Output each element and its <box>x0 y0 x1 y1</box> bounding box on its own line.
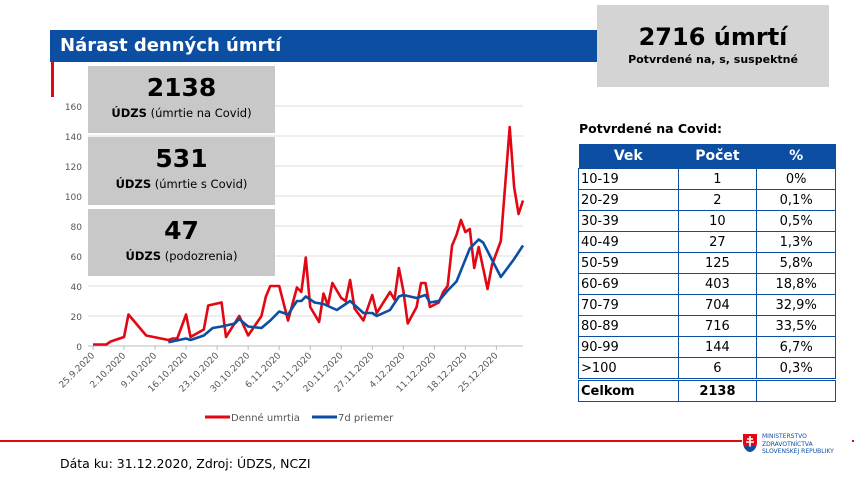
count-cell: 125 <box>677 252 758 274</box>
table-row: 70-79 704 32,9% <box>578 294 836 316</box>
total-row: Celkom 2138 <box>578 378 836 402</box>
y-tick-label: 140 <box>65 133 82 143</box>
table-row: >100 6 0,3% <box>578 357 836 380</box>
age-cell: 80-89 <box>578 315 679 337</box>
accent-mark <box>51 62 54 97</box>
percent-cell: 18,8% <box>756 273 836 295</box>
total-deaths-box: 2716 úmrtí Potvrdené na, s, suspektné <box>597 5 829 87</box>
count-cell: 27 <box>677 231 758 253</box>
table-row: 80-89 716 33,5% <box>578 315 836 337</box>
y-tick-label: 40 <box>71 283 83 293</box>
percent-cell: 1,3% <box>756 231 836 253</box>
logo-line: MINISTERSTVO <box>762 433 807 440</box>
stat-label-bold: ÚDZS <box>115 177 152 191</box>
footer-source: Dáta ku: 31.12.2020, Zdroj: ÚDZS, NCZI <box>60 456 311 471</box>
logo-line: SLOVENSKEJ REPUBLIKY <box>762 448 834 455</box>
count-cell: 2 <box>677 189 758 211</box>
total-label: Potvrdené na, s, suspektné <box>628 53 798 66</box>
table-title: Potvrdené na Covid: <box>579 121 723 136</box>
age-cell: 50-59 <box>578 252 679 274</box>
col-header: Vek <box>578 144 679 169</box>
stat-value: 2138 <box>146 73 217 102</box>
stat-label-bold: ÚDZS <box>111 106 147 120</box>
series-line-avg7d <box>168 238 525 344</box>
y-tick-label: 80 <box>71 223 83 233</box>
page-title: Nárast denných úmrtí <box>60 35 282 56</box>
table-row: 50-59 125 5,8% <box>578 252 836 274</box>
age-cell: >100 <box>578 357 679 380</box>
total-cell <box>756 378 836 402</box>
table-row: 40-49 27 1,3% <box>578 231 836 253</box>
col-header: % <box>756 144 836 169</box>
legend-label: Denné umrtia <box>231 412 300 424</box>
stat-box-with-covid: 531 ÚDZS (úmrtie s Covid) <box>88 137 275 205</box>
total-cell: 2138 <box>677 378 758 402</box>
table-row: 60-69 403 18,8% <box>578 273 836 295</box>
table-row: 30-39 10 0,5% <box>578 210 836 232</box>
y-tick-label: 0 <box>76 343 82 353</box>
coat-of-arms-icon <box>743 434 757 452</box>
count-cell: 10 <box>677 210 758 232</box>
stat-label: (podozrenia) <box>161 249 238 263</box>
age-cell: 60-69 <box>578 273 679 295</box>
legend-label: 7d priemer <box>338 413 394 424</box>
age-cell: 20-29 <box>578 189 679 211</box>
stat-label-bold: ÚDZS <box>125 249 162 263</box>
count-cell: 6 <box>677 357 758 380</box>
stat-box-suspected: 47 ÚDZS (podozrenia) <box>88 209 275 276</box>
table-row: 20-29 2 0,1% <box>578 189 836 211</box>
count-cell: 716 <box>677 315 758 337</box>
y-tick-label: 100 <box>65 193 82 203</box>
stat-box-on-covid: 2138 ÚDZS (úmrtie na Covid) <box>88 66 275 133</box>
table-row: 90-99 144 6,7% <box>578 336 836 358</box>
stat-value: 531 <box>155 144 208 173</box>
percent-cell: 0,3% <box>756 357 836 380</box>
col-header: Počet <box>678 144 757 169</box>
y-tick-label: 120 <box>65 163 82 173</box>
percent-cell: 32,9% <box>756 294 836 316</box>
y-tick-label: 60 <box>71 253 83 263</box>
logo-line: ZDRAVOTNÍCTVA <box>762 440 813 448</box>
age-cell: 90-99 <box>578 336 679 358</box>
stat-label: (úmrtie s Covid) <box>151 177 248 191</box>
y-tick-label: 20 <box>71 313 83 323</box>
count-cell: 144 <box>677 336 758 358</box>
count-cell: 704 <box>677 294 758 316</box>
stat-label: (úmrtie na Covid) <box>146 106 252 120</box>
age-cell: 30-39 <box>578 210 679 232</box>
percent-cell: 0,1% <box>756 189 836 211</box>
ministry-logo: MINISTERSTVO ZDRAVOTNÍCTVA SLOVENSKEJ REPU… <box>742 431 852 461</box>
title-bar: Nárast denných úmrtí <box>50 30 600 62</box>
age-cell: 70-79 <box>578 294 679 316</box>
percent-cell: 5,8% <box>756 252 836 274</box>
stat-value: 47 <box>164 216 199 245</box>
percent-cell: 6,7% <box>756 336 836 358</box>
percent-cell: 0% <box>756 168 836 190</box>
y-tick-label: 160 <box>65 103 82 113</box>
count-cell: 1 <box>677 168 758 190</box>
percent-cell: 0,5% <box>756 210 836 232</box>
age-cell: 40-49 <box>578 231 679 253</box>
age-cell: 10-19 <box>578 168 679 190</box>
total-value: 2716 úmrtí <box>638 23 788 51</box>
table-row: 10-19 1 0% <box>578 168 836 190</box>
percent-cell: 33,5% <box>756 315 836 337</box>
total-cell: Celkom <box>578 378 679 402</box>
age-table: Vek Počet % 10-19 1 0% 20-29 2 0,1% 30-39 10 0,5… <box>578 144 836 402</box>
series-line-daily <box>93 125 525 346</box>
footer-divider <box>0 440 854 442</box>
count-cell: 403 <box>677 273 758 295</box>
